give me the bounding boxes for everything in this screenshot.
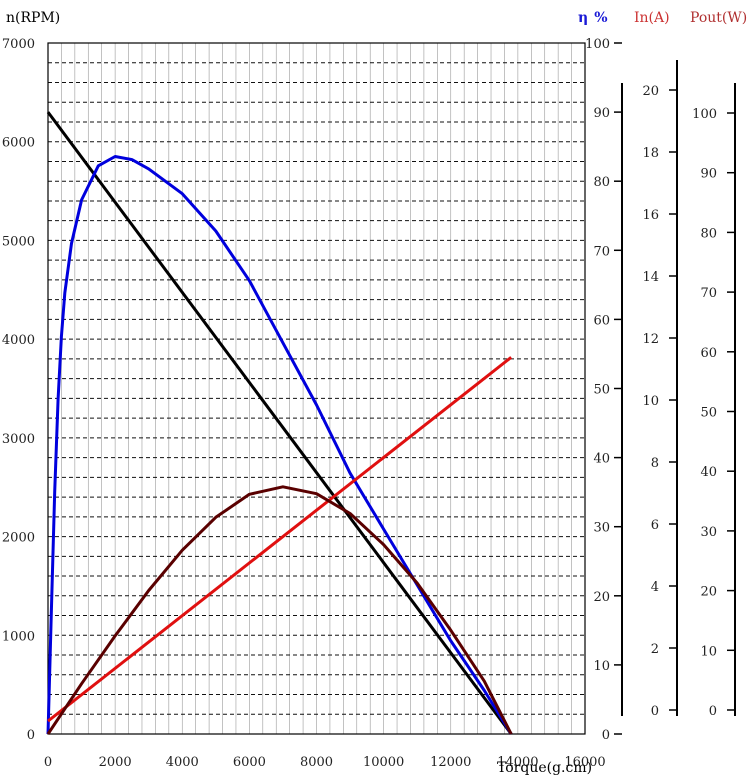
speed-tick-label: 2000 [2, 531, 35, 546]
speed-tick-label: 4000 [2, 333, 35, 348]
efficiency-tick-label: 20 [593, 590, 610, 605]
speed-tick-label: 7000 [2, 37, 35, 52]
current-tick-label: 20 [642, 84, 659, 99]
efficiency-tick-label: 100 [585, 37, 610, 52]
efficiency-tick-label: 30 [593, 521, 610, 536]
efficiency-tick-label: 80 [593, 175, 610, 190]
power-tick-label: 60 [700, 346, 717, 361]
power-tick-label: 80 [700, 226, 717, 241]
efficiency-axis-title: η% [578, 10, 608, 26]
x-axis-title: Torque(g.cm) [497, 760, 592, 776]
x-tick-label: 8000 [300, 755, 333, 770]
x-tick-label: 4000 [166, 755, 199, 770]
power-axis-title: Pout(W) [690, 10, 747, 26]
power-tick-label: 100 [692, 107, 717, 122]
current-tick-label: 14 [642, 270, 659, 285]
efficiency-tick-label: 40 [593, 452, 610, 467]
power-tick-label: 10 [700, 644, 717, 659]
current-axis-title: In(A) [634, 10, 670, 26]
series-power-line [46, 485, 513, 735]
current-tick-label: 8 [651, 456, 659, 471]
power-tick-label: 50 [700, 406, 717, 421]
power-tick-label: 70 [700, 286, 717, 301]
power-tick-label: 30 [700, 525, 717, 540]
x-tick-label: 10000 [363, 755, 404, 770]
speed-tick-label: 1000 [2, 629, 35, 644]
current-tick-label: 12 [642, 332, 659, 347]
current-tick-label: 16 [642, 208, 659, 223]
x-tick-label: 6000 [233, 755, 266, 770]
speed-tick-label: 3000 [2, 432, 35, 447]
speed-axis-title: n(RPM) [6, 10, 60, 26]
current-tick-label: 18 [642, 146, 659, 161]
curves [46, 111, 513, 735]
x-tick-label: 12000 [430, 755, 471, 770]
x-tick-label: 16000 [564, 755, 605, 770]
speed-tick-label: 6000 [2, 136, 35, 151]
x-tick-label: 0 [44, 755, 52, 770]
series-speed-line [46, 111, 513, 735]
power-tick-label: 0 [709, 704, 717, 719]
series-efficiency-line [46, 155, 513, 735]
efficiency-tick-label: 10 [593, 659, 610, 674]
efficiency-axis-unit: % [594, 10, 607, 26]
plot-frame [47, 42, 586, 735]
power-tick-label: 40 [700, 465, 717, 480]
speed-tick-label: 0 [27, 728, 35, 743]
efficiency-tick-label: 90 [593, 106, 610, 121]
power-tick-label: 90 [700, 167, 717, 182]
plot-border [47, 42, 586, 735]
power-tick-label: 20 [700, 585, 717, 600]
efficiency-tick-label: 60 [593, 313, 610, 328]
current-tick-label: 10 [642, 394, 659, 409]
current-tick-label: 4 [651, 580, 659, 595]
current-tick-label: 6 [651, 518, 659, 533]
speed-tick-label: 5000 [2, 234, 35, 249]
x-tick-label: 14000 [497, 755, 538, 770]
efficiency-axis-symbol: η [578, 10, 588, 26]
efficiency-tick-label: 70 [593, 244, 610, 259]
series-current-line [47, 356, 513, 723]
grid [47, 43, 586, 734]
efficiency-tick-label: 50 [593, 383, 610, 398]
x-tick-label: 2000 [99, 755, 132, 770]
axes: 0 2000 4000 6000 8000 10000 12000 14000 16000010… [2, 37, 736, 770]
current-tick-label: 2 [651, 642, 659, 657]
current-tick-label: 0 [651, 704, 659, 719]
efficiency-tick-label: 0 [602, 728, 610, 743]
